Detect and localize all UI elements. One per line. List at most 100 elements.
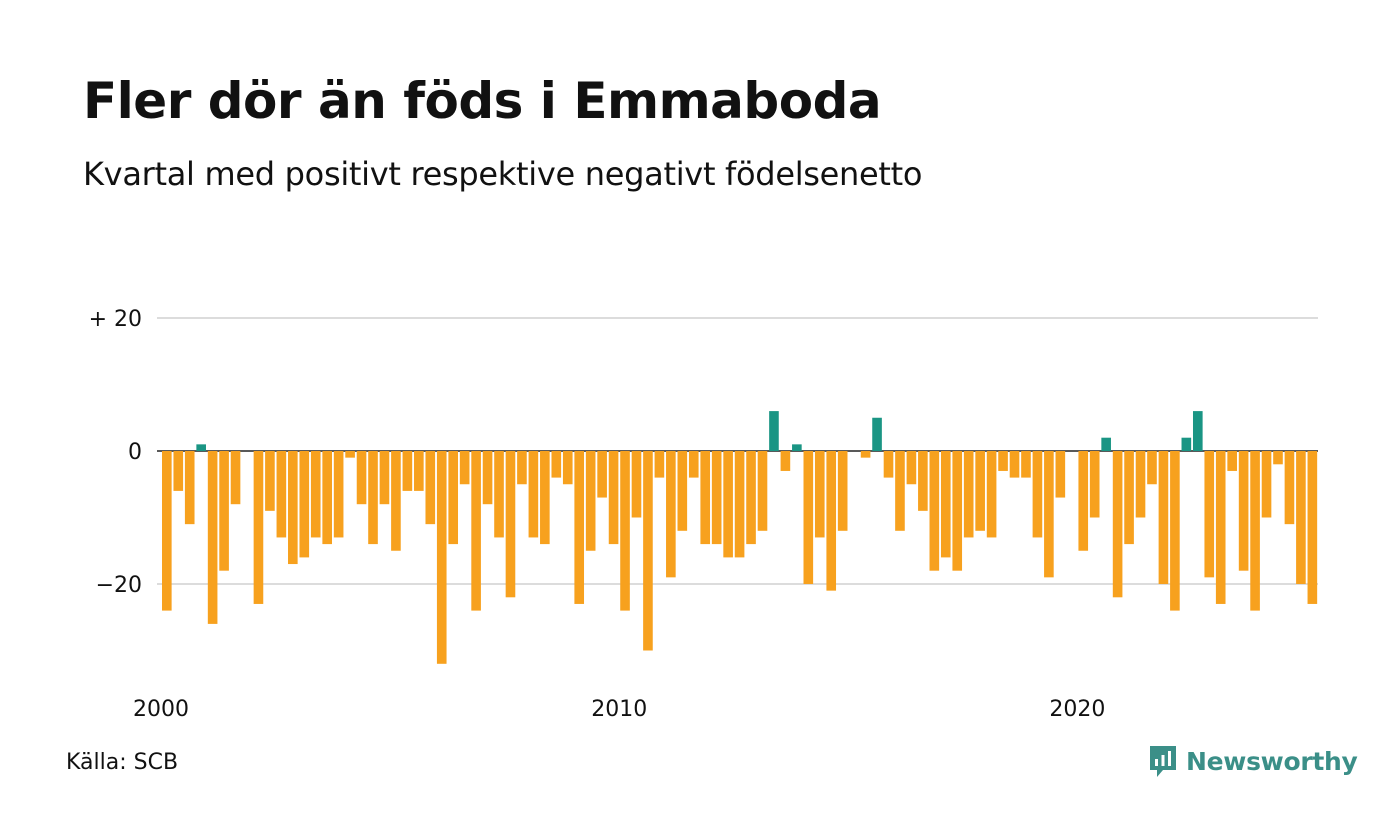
bar [562, 451, 573, 485]
bar [1147, 451, 1157, 485]
x-tick-label: 2000 [133, 697, 189, 722]
bar [356, 451, 367, 505]
bar [333, 451, 344, 538]
bar [963, 451, 974, 538]
bar [528, 451, 539, 538]
bar [1250, 451, 1260, 611]
bar [597, 451, 607, 498]
bar [265, 451, 275, 511]
bar [608, 451, 619, 545]
chart-subtitle: Kvartal med positivt respektive negativt… [83, 155, 923, 193]
bar [517, 451, 527, 485]
bars [162, 411, 1318, 664]
bar [986, 451, 997, 538]
bar [1021, 451, 1031, 478]
bar [551, 451, 562, 478]
bar [299, 451, 310, 558]
bar [402, 451, 413, 491]
x-tick-label: 2020 [1049, 697, 1105, 722]
bar [1181, 437, 1192, 451]
bar [895, 451, 905, 531]
bar [643, 451, 653, 651]
bar [1044, 451, 1054, 578]
bar [276, 451, 287, 538]
bar [814, 451, 825, 538]
source-note: Källa: SCB [66, 750, 179, 775]
bar [1032, 451, 1043, 538]
bar [711, 451, 722, 545]
bar [1089, 451, 1100, 518]
bar [196, 444, 206, 451]
bar [883, 451, 894, 478]
y-tick-label: 0 [128, 440, 142, 465]
bar [734, 451, 745, 558]
bar [505, 451, 516, 598]
bar [253, 451, 264, 604]
bar [677, 451, 688, 531]
bar [803, 451, 814, 584]
bar [162, 451, 172, 611]
bar [872, 417, 882, 451]
y-tick-label: −20 [96, 573, 142, 598]
brand-name: Newsworthy [1186, 746, 1358, 776]
bar [345, 451, 355, 458]
bar [540, 451, 550, 545]
bar [1238, 451, 1249, 571]
bar [688, 451, 699, 478]
bar [998, 451, 1008, 471]
bar [414, 451, 424, 491]
bar [1135, 451, 1146, 518]
bar [585, 451, 596, 551]
bar [368, 451, 378, 545]
bar [425, 451, 436, 525]
bar [723, 451, 733, 558]
newsworthy-logo-icon [1150, 746, 1176, 777]
bar [746, 451, 756, 545]
bar [1307, 451, 1318, 604]
bar [288, 451, 298, 565]
bar [918, 451, 928, 511]
bar [860, 451, 871, 458]
bar [1204, 451, 1215, 578]
bar [184, 451, 195, 525]
bar [1078, 451, 1089, 551]
bar [700, 451, 711, 545]
axis-labels: + 20 0 −20 2000 2010 2020 [89, 307, 1106, 722]
bar [1009, 451, 1020, 478]
bar [494, 451, 504, 538]
bar [1284, 451, 1295, 525]
bar [207, 451, 218, 624]
bar [1158, 451, 1169, 584]
bar [975, 451, 985, 531]
bar [906, 451, 917, 485]
bar [574, 451, 585, 604]
bar [1273, 451, 1283, 465]
bar [310, 451, 321, 538]
bar-chart: + 20 0 −20 2000 2010 2020 [89, 307, 1318, 722]
bar [1055, 451, 1066, 498]
bar [1192, 411, 1203, 451]
bar [1112, 451, 1123, 598]
bar [448, 451, 459, 545]
bar [379, 451, 390, 505]
bar [173, 451, 184, 491]
bar [666, 451, 676, 578]
bar [436, 451, 447, 664]
bar [471, 451, 481, 611]
y-tick-label: + 20 [89, 307, 142, 332]
bar [1227, 451, 1237, 471]
bar [1170, 451, 1180, 611]
bar [929, 451, 940, 571]
bar [1296, 451, 1306, 584]
bar [391, 451, 401, 551]
newsworthy-logo: Newsworthy [1148, 744, 1358, 778]
bar [792, 444, 802, 451]
bar [482, 451, 493, 505]
chart-title: Fler dör än föds i Emmaboda [83, 72, 882, 130]
bar [620, 451, 630, 611]
bar [1101, 437, 1111, 451]
bar [780, 451, 791, 471]
bar [837, 451, 848, 531]
bar [940, 451, 951, 558]
bar [1124, 451, 1134, 545]
